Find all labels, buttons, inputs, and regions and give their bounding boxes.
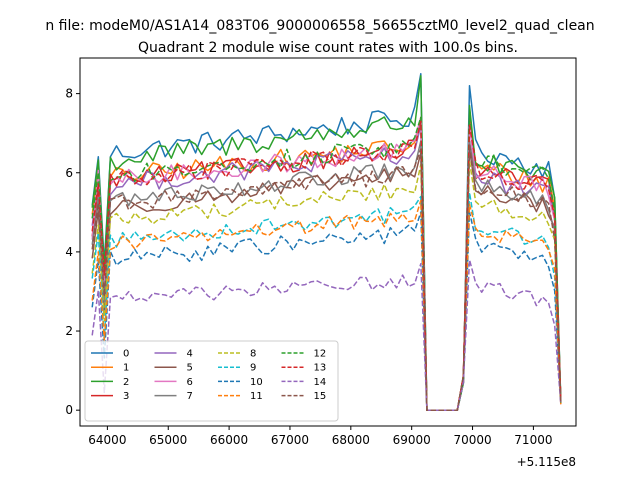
x-tick-label: 66000 [210, 433, 248, 447]
legend-label-12: 12 [314, 349, 327, 360]
x-tick-label: 69000 [393, 433, 431, 447]
series-line-15 [91, 144, 562, 411]
y-tick-label: 0 [65, 403, 73, 417]
x-tick-label: 71000 [514, 433, 552, 447]
legend-label-11: 11 [250, 391, 263, 402]
x-tick-label: 67000 [271, 433, 309, 447]
legend-label-14: 14 [314, 377, 327, 388]
series-line-11 [91, 199, 562, 411]
series-line-4 [91, 124, 562, 411]
legend-box [84, 340, 339, 422]
plot-lines [91, 73, 562, 411]
chart-title: Quadrant 2 module wise count rates with … [138, 40, 518, 56]
x-offset-label: +5.115e8 [517, 455, 576, 469]
chart-suptitle: n file: modeM0/AS1A14_083T06_9000006558_… [45, 18, 594, 34]
y-tick-label: 6 [65, 166, 73, 180]
series-line-8 [91, 160, 562, 411]
y-tick-label: 8 [65, 87, 73, 101]
y-axis: 0 2 4 6 8 [65, 87, 80, 417]
legend-label-3: 3 [123, 391, 129, 402]
legend-label-1: 1 [123, 363, 129, 374]
legend-label-7: 7 [187, 391, 193, 402]
series-line-3 [91, 120, 562, 411]
series-line-10 [91, 211, 562, 411]
x-tick-label: 65000 [149, 433, 187, 447]
series-line-0 [91, 73, 562, 411]
legend-label-13: 13 [314, 363, 327, 374]
y-tick-label: 2 [65, 324, 73, 338]
series-line-2 [91, 75, 562, 411]
series-line-13 [91, 120, 562, 411]
legend-label-0: 0 [123, 349, 129, 360]
legend-label-9: 9 [250, 363, 256, 374]
x-tick-label: 68000 [332, 433, 370, 447]
legend-label-5: 5 [187, 363, 193, 374]
series-line-14 [91, 259, 562, 411]
x-tick-label: 64000 [88, 433, 126, 447]
x-tick-label: 70000 [453, 433, 491, 447]
legend-label-10: 10 [250, 377, 263, 388]
series-line-12 [91, 112, 562, 411]
legend-label-4: 4 [187, 349, 193, 360]
legend-label-2: 2 [123, 377, 129, 388]
legend-label-15: 15 [314, 391, 327, 402]
x-axis: 64000 65000 66000 67000 68000 69000 70000 71000 [88, 426, 552, 447]
plot-frame [79, 57, 577, 427]
series-line-9 [91, 191, 562, 411]
y-tick-label: 4 [65, 245, 73, 259]
legend-label-6: 6 [187, 377, 193, 388]
legend-label-8: 8 [250, 349, 256, 360]
